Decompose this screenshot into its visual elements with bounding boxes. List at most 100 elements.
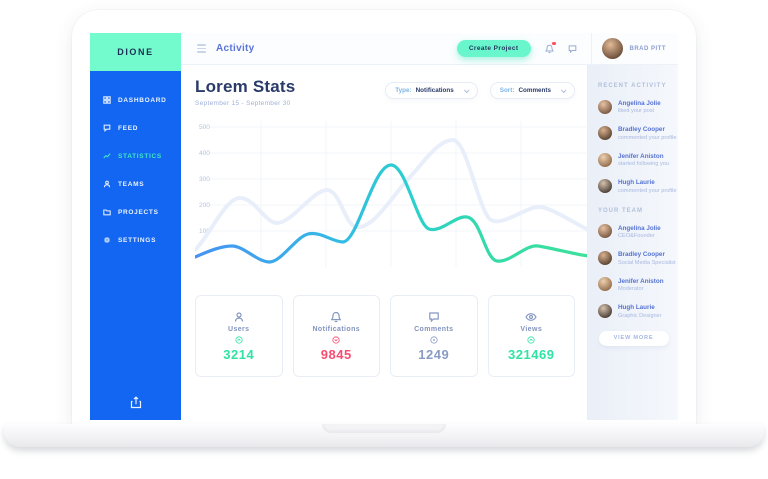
- stat-label: Users: [228, 325, 250, 333]
- sidebar-item-dashboard[interactable]: DASHBOARD: [90, 86, 181, 114]
- person-role: Moderator: [618, 286, 644, 293]
- person-name: Bradley Cooper: [618, 126, 665, 134]
- filter-value: Comments: [518, 87, 551, 94]
- type-filter-dropdown[interactable]: Type: Notifications: [385, 82, 478, 99]
- feed-chat-icon: [103, 124, 111, 132]
- notifications-bell[interactable]: [544, 41, 556, 54]
- page-title: Activity: [216, 43, 255, 54]
- chevron-down-icon: [463, 86, 470, 93]
- messages[interactable]: [568, 44, 577, 54]
- teams-user-icon: [103, 180, 111, 188]
- sidebar-item-feed[interactable]: FEED: [90, 114, 181, 142]
- projects-folder-icon: [103, 209, 111, 216]
- settings-gear-icon: [103, 236, 111, 244]
- hamburger-menu-icon[interactable]: [197, 44, 206, 53]
- sidebar-item-label: TEAMS: [118, 180, 145, 188]
- sidebar-item-label: DASHBOARD: [118, 96, 167, 104]
- person-name: Hugh Laurie: [618, 304, 655, 312]
- chart-filters: Type: Notifications Sort: Comments: [385, 82, 575, 99]
- svg-text:100: 100: [199, 228, 210, 235]
- stat-value: 1249: [418, 346, 450, 362]
- user-avatar: [601, 38, 623, 59]
- stat-label: Comments: [414, 325, 454, 333]
- avatar: [598, 277, 612, 292]
- team-member[interactable]: Bradley Cooper Social Media Specialist: [598, 250, 676, 266]
- stat-label: Views: [520, 325, 543, 333]
- person-role: Graphic Designer: [618, 312, 662, 319]
- stat-label: Notifications: [312, 325, 361, 333]
- person-role: Social Media Specialist: [618, 259, 676, 266]
- activity-item[interactable]: Angelina Jolie liked your post: [598, 99, 669, 114]
- person-name: Angelina Jolie: [618, 224, 661, 232]
- activity-item[interactable]: Bradley Cooper commented your profile: [598, 125, 676, 141]
- bell-icon: [330, 311, 342, 322]
- filter-prefix: Type:: [395, 87, 412, 94]
- person-role: CEO&Founder: [618, 233, 655, 240]
- bell-icon: [544, 44, 554, 53]
- filter-prefix: Sort:: [499, 87, 515, 94]
- notification-dot: [552, 41, 556, 45]
- avatar: [598, 126, 612, 141]
- avatar: [598, 303, 612, 318]
- chart-grid: [209, 121, 589, 267]
- topbar: Activity Create Project BRAD PITT: [181, 33, 678, 65]
- activity-action: commented your profile: [618, 134, 677, 141]
- eye-icon: [525, 312, 537, 321]
- svg-text:400: 400: [199, 150, 210, 157]
- trend-up-icon: [527, 335, 535, 344]
- share-icon[interactable]: [130, 396, 142, 409]
- create-project-button[interactable]: Create Project: [456, 40, 531, 57]
- avatar: [598, 224, 612, 239]
- avatar: [598, 152, 612, 167]
- stat-value: 3214: [223, 346, 255, 362]
- chevron-down-icon: [560, 86, 567, 93]
- svg-text:500: 500: [199, 124, 210, 131]
- activity-item[interactable]: Hugh Laurie commented your profile: [598, 178, 676, 194]
- stat-card-users[interactable]: Users 3214: [195, 295, 283, 377]
- activity-line-chart: 500 400 300 200 100: [195, 115, 589, 285]
- avatar: [598, 179, 612, 194]
- team-member[interactable]: Angelina Jolie CEO&Founder: [598, 224, 669, 239]
- stat-card-comments[interactable]: Comments 1249: [390, 295, 478, 377]
- chart-series-secondary: [195, 137, 589, 252]
- sidebar-item-teams[interactable]: TEAMS: [90, 170, 181, 198]
- stats-cards: Users 3214 Notifications 9845 Co: [195, 295, 587, 377]
- stat-card-notifications[interactable]: Notifications 9845: [292, 295, 380, 377]
- stats-title: Lorem Stats: [195, 77, 296, 96]
- user-name: BRAD PITT: [629, 45, 666, 52]
- stats-date-range: September 15 - September 30: [195, 100, 291, 107]
- activity-item[interactable]: Jenifer Aniston started following you: [598, 152, 669, 167]
- laptop-base: [4, 424, 764, 447]
- stat-card-views[interactable]: Views 321469: [487, 295, 575, 377]
- trend-neutral-icon: [430, 335, 438, 344]
- app-body: Activity Create Project BRAD PITT: [181, 33, 678, 420]
- activity-action: commented your profile: [618, 187, 677, 194]
- sidebar-footer: [90, 396, 181, 409]
- sidebar-item-settings[interactable]: SETTINGS: [90, 226, 181, 254]
- team-member[interactable]: Jenifer Aniston Moderator: [598, 277, 669, 292]
- brand-logo[interactable]: DIONE: [90, 33, 181, 71]
- activity-action: liked your post: [618, 108, 655, 115]
- team-member[interactable]: Hugh Laurie Graphic Designer: [598, 303, 669, 319]
- chat-icon: [568, 44, 576, 53]
- chart-series-primary: [195, 163, 589, 264]
- your-team-title: YOUR TEAM: [598, 207, 643, 214]
- avatar: [598, 250, 612, 265]
- sidebar-item-statistics[interactable]: STATISTICS: [90, 142, 181, 170]
- y-axis-ticks: 500 400 300 200 100: [199, 124, 210, 235]
- user-menu[interactable]: BRAD PITT: [592, 38, 679, 59]
- comment-icon: [428, 311, 439, 322]
- sidebar-item-label: FEED: [118, 124, 139, 132]
- sidebar-nav: DASHBOARD FEED STATISTICS TEAMS PROJECTS: [90, 71, 181, 254]
- sidebar: DIONE DASHBOARD FEED STATISTICS TEAMS: [90, 33, 181, 420]
- view-more-button[interactable]: VIEW MORE: [598, 330, 669, 346]
- person-name: Hugh Laurie: [618, 179, 655, 187]
- sort-filter-dropdown[interactable]: Sort: Comments: [489, 82, 575, 99]
- sidebar-item-projects[interactable]: PROJECTS: [90, 198, 181, 226]
- recent-activity-title: RECENT ACTIVITY: [598, 83, 667, 89]
- main-content: Lorem Stats September 15 - September 30 …: [181, 65, 589, 420]
- person-name: Bradley Cooper: [618, 251, 665, 259]
- person-name: Angelina Jolie: [618, 100, 661, 107]
- trend-down-icon: [332, 335, 340, 344]
